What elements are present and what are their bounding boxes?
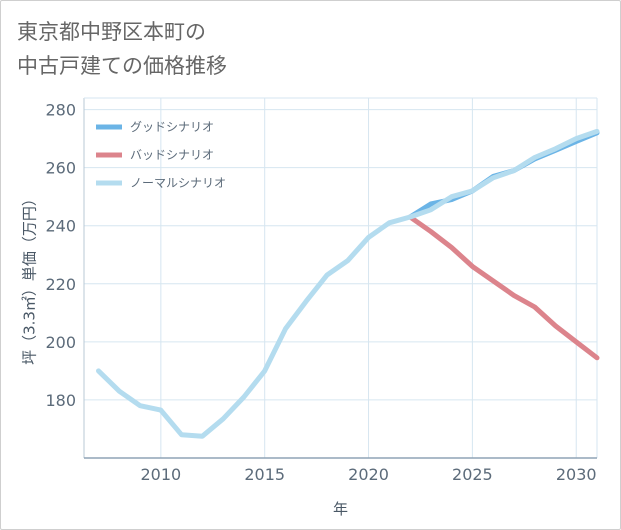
chart-title-line-1: 東京都中野区本町の <box>17 20 206 44</box>
legend-label: グッドシナリオ <box>130 120 214 134</box>
x-tick-label: 2020 <box>348 465 389 484</box>
legend-label: バッドシナリオ <box>130 148 214 162</box>
x-axis-ticks: 2010 2015 2020 2025 2030 <box>140 465 596 484</box>
y-tick-label: 220 <box>45 275 76 294</box>
y-axis-label: 坪（3.3㎡）単価（万円） <box>21 191 39 365</box>
y-tick-label: 180 <box>45 391 76 410</box>
chart-title-line-2: 中古戸建ての価格推移 <box>17 54 227 78</box>
y-tick-label: 240 <box>45 217 76 236</box>
y-axis-ticks: 180 200 220 240 260 280 <box>45 101 76 410</box>
legend-label: ノーマルシナリオ <box>130 176 226 190</box>
plot-border <box>83 97 598 459</box>
series-lines <box>96 128 600 439</box>
x-tick-label: 2015 <box>244 465 285 484</box>
grid-lines <box>84 98 597 458</box>
x-tick-label: 2025 <box>452 465 493 484</box>
x-tick-label: 2030 <box>556 465 597 484</box>
series-line-3 <box>96 128 600 439</box>
x-axis-label: 年 <box>333 500 348 518</box>
chart-title: 東京都中野区本町の 中古戸建ての価格推移 <box>17 15 227 83</box>
y-tick-label: 200 <box>45 333 76 352</box>
y-tick-label: 280 <box>45 101 76 120</box>
series-line-2 <box>407 214 600 361</box>
x-tick-label: 2010 <box>140 465 181 484</box>
y-tick-label: 260 <box>45 159 76 178</box>
